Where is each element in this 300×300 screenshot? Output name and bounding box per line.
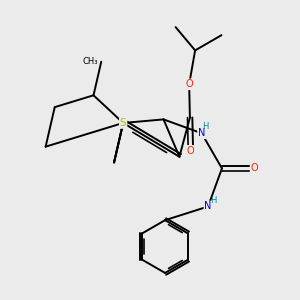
Text: O: O [185, 79, 193, 89]
Text: CH₃: CH₃ [83, 57, 98, 66]
Text: O: O [250, 164, 258, 173]
Text: S: S [120, 118, 127, 128]
Text: N: N [204, 202, 212, 212]
Text: H: H [210, 196, 217, 205]
Text: O: O [187, 146, 194, 156]
Text: H: H [202, 122, 208, 131]
Text: N: N [198, 128, 206, 138]
